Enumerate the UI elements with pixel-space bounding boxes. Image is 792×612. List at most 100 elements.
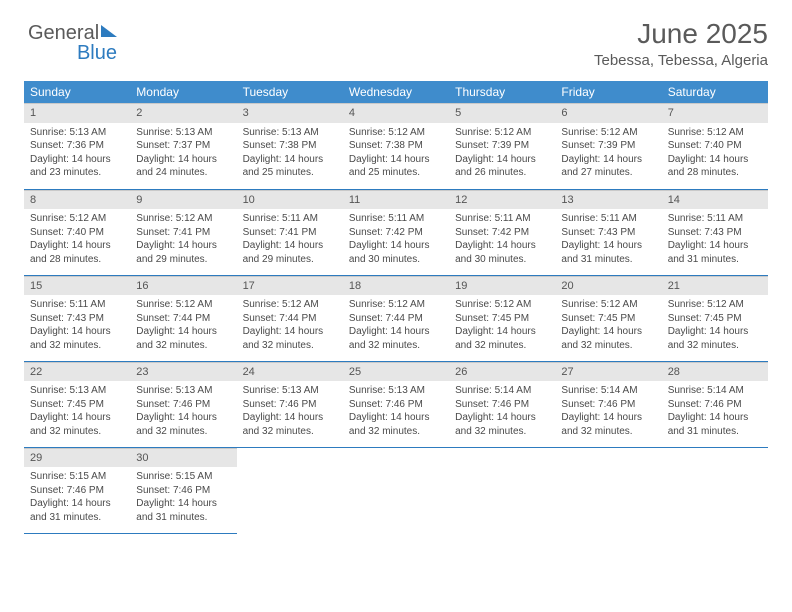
page-title: June 2025 <box>24 18 768 50</box>
day-number: 13 <box>555 190 661 210</box>
daylight-text-2: and 28 minutes. <box>668 166 762 180</box>
sunset-text: Sunset: 7:46 PM <box>30 484 124 498</box>
day-body: Sunrise: 5:13 AMSunset: 7:46 PMDaylight:… <box>343 381 449 442</box>
header: June 2025 Tebessa, Tebessa, Algeria <box>24 18 768 69</box>
day-number: 4 <box>343 103 449 123</box>
weekday-header: Tuesday <box>237 81 343 103</box>
sunset-text: Sunset: 7:43 PM <box>30 312 124 326</box>
sunrise-text: Sunrise: 5:13 AM <box>30 384 124 398</box>
sunrise-text: Sunrise: 5:11 AM <box>455 212 549 226</box>
calendar-day-cell: 22Sunrise: 5:13 AMSunset: 7:45 PMDayligh… <box>24 361 130 447</box>
daylight-text-1: Daylight: 14 hours <box>349 153 443 167</box>
calendar-day-cell: 3Sunrise: 5:13 AMSunset: 7:38 PMDaylight… <box>237 103 343 189</box>
day-body: Sunrise: 5:13 AMSunset: 7:46 PMDaylight:… <box>237 381 343 442</box>
sunset-text: Sunset: 7:40 PM <box>668 139 762 153</box>
day-body: Sunrise: 5:12 AMSunset: 7:41 PMDaylight:… <box>130 209 236 270</box>
daylight-text-2: and 32 minutes. <box>30 425 124 439</box>
daylight-text-2: and 30 minutes. <box>455 253 549 267</box>
day-body: Sunrise: 5:12 AMSunset: 7:38 PMDaylight:… <box>343 123 449 184</box>
sunrise-text: Sunrise: 5:13 AM <box>30 126 124 140</box>
daylight-text-2: and 24 minutes. <box>136 166 230 180</box>
daylight-text-2: and 32 minutes. <box>136 339 230 353</box>
daylight-text-1: Daylight: 14 hours <box>136 325 230 339</box>
calendar-day-cell: 7Sunrise: 5:12 AMSunset: 7:40 PMDaylight… <box>662 103 768 189</box>
daylight-text-2: and 32 minutes. <box>30 339 124 353</box>
day-body: Sunrise: 5:12 AMSunset: 7:40 PMDaylight:… <box>662 123 768 184</box>
weekday-header: Friday <box>555 81 661 103</box>
daylight-text-1: Daylight: 14 hours <box>561 153 655 167</box>
day-body: Sunrise: 5:14 AMSunset: 7:46 PMDaylight:… <box>662 381 768 442</box>
calendar-week-row: 29Sunrise: 5:15 AMSunset: 7:46 PMDayligh… <box>24 447 768 533</box>
weekday-header: Sunday <box>24 81 130 103</box>
day-body: Sunrise: 5:12 AMSunset: 7:39 PMDaylight:… <box>449 123 555 184</box>
day-body: Sunrise: 5:12 AMSunset: 7:45 PMDaylight:… <box>449 295 555 356</box>
calendar-day-cell: 23Sunrise: 5:13 AMSunset: 7:46 PMDayligh… <box>130 361 236 447</box>
calendar-day-cell: 14Sunrise: 5:11 AMSunset: 7:43 PMDayligh… <box>662 189 768 275</box>
day-body: Sunrise: 5:11 AMSunset: 7:43 PMDaylight:… <box>662 209 768 270</box>
sunrise-text: Sunrise: 5:13 AM <box>136 384 230 398</box>
calendar-day-cell: 29Sunrise: 5:15 AMSunset: 7:46 PMDayligh… <box>24 447 130 533</box>
logo-text-2: Blue <box>77 42 117 65</box>
daylight-text-1: Daylight: 14 hours <box>455 153 549 167</box>
sunset-text: Sunset: 7:43 PM <box>561 226 655 240</box>
daylight-text-1: Daylight: 14 hours <box>136 153 230 167</box>
weekday-header-row: Sunday Monday Tuesday Wednesday Thursday… <box>24 81 768 103</box>
sunset-text: Sunset: 7:38 PM <box>349 139 443 153</box>
daylight-text-2: and 32 minutes. <box>561 339 655 353</box>
day-number: 11 <box>343 190 449 210</box>
calendar-day-cell: 27Sunrise: 5:14 AMSunset: 7:46 PMDayligh… <box>555 361 661 447</box>
calendar-day-cell: 12Sunrise: 5:11 AMSunset: 7:42 PMDayligh… <box>449 189 555 275</box>
sunset-text: Sunset: 7:42 PM <box>455 226 549 240</box>
sunrise-text: Sunrise: 5:12 AM <box>136 298 230 312</box>
sunset-text: Sunset: 7:38 PM <box>243 139 337 153</box>
calendar-day-cell: 20Sunrise: 5:12 AMSunset: 7:45 PMDayligh… <box>555 275 661 361</box>
daylight-text-2: and 31 minutes. <box>30 511 124 525</box>
daylight-text-2: and 25 minutes. <box>243 166 337 180</box>
calendar-day-cell <box>555 447 661 533</box>
sunrise-text: Sunrise: 5:12 AM <box>349 126 443 140</box>
daylight-text-1: Daylight: 14 hours <box>136 411 230 425</box>
day-number: 2 <box>130 103 236 123</box>
sunset-text: Sunset: 7:36 PM <box>30 139 124 153</box>
sunrise-text: Sunrise: 5:15 AM <box>136 470 230 484</box>
calendar-day-cell: 17Sunrise: 5:12 AMSunset: 7:44 PMDayligh… <box>237 275 343 361</box>
sunset-text: Sunset: 7:39 PM <box>561 139 655 153</box>
sunrise-text: Sunrise: 5:14 AM <box>561 384 655 398</box>
daylight-text-2: and 32 minutes. <box>455 425 549 439</box>
daylight-text-2: and 32 minutes. <box>243 425 337 439</box>
sunrise-text: Sunrise: 5:12 AM <box>243 298 337 312</box>
day-body: Sunrise: 5:13 AMSunset: 7:37 PMDaylight:… <box>130 123 236 184</box>
day-number: 18 <box>343 276 449 296</box>
calendar-day-cell: 4Sunrise: 5:12 AMSunset: 7:38 PMDaylight… <box>343 103 449 189</box>
daylight-text-1: Daylight: 14 hours <box>30 325 124 339</box>
day-body: Sunrise: 5:11 AMSunset: 7:43 PMDaylight:… <box>555 209 661 270</box>
day-number: 16 <box>130 276 236 296</box>
daylight-text-1: Daylight: 14 hours <box>136 497 230 511</box>
weekday-header: Saturday <box>662 81 768 103</box>
sunrise-text: Sunrise: 5:12 AM <box>349 298 443 312</box>
day-number: 27 <box>555 362 661 382</box>
daylight-text-1: Daylight: 14 hours <box>455 239 549 253</box>
day-number: 9 <box>130 190 236 210</box>
day-number: 23 <box>130 362 236 382</box>
sunrise-text: Sunrise: 5:12 AM <box>455 298 549 312</box>
calendar-day-cell <box>237 447 343 533</box>
weekday-header: Monday <box>130 81 236 103</box>
sunrise-text: Sunrise: 5:12 AM <box>136 212 230 226</box>
daylight-text-1: Daylight: 14 hours <box>243 153 337 167</box>
day-body: Sunrise: 5:12 AMSunset: 7:40 PMDaylight:… <box>24 209 130 270</box>
daylight-text-2: and 32 minutes. <box>349 425 443 439</box>
daylight-text-1: Daylight: 14 hours <box>243 411 337 425</box>
daylight-text-1: Daylight: 14 hours <box>349 239 443 253</box>
daylight-text-2: and 32 minutes. <box>561 425 655 439</box>
day-number: 30 <box>130 448 236 468</box>
sunset-text: Sunset: 7:37 PM <box>136 139 230 153</box>
sunrise-text: Sunrise: 5:11 AM <box>349 212 443 226</box>
day-number: 3 <box>237 103 343 123</box>
calendar-day-cell <box>449 447 555 533</box>
sunrise-text: Sunrise: 5:12 AM <box>561 126 655 140</box>
calendar-day-cell: 6Sunrise: 5:12 AMSunset: 7:39 PMDaylight… <box>555 103 661 189</box>
logo-line2: GeneBlue <box>28 42 117 65</box>
day-body: Sunrise: 5:14 AMSunset: 7:46 PMDaylight:… <box>555 381 661 442</box>
daylight-text-1: Daylight: 14 hours <box>455 411 549 425</box>
